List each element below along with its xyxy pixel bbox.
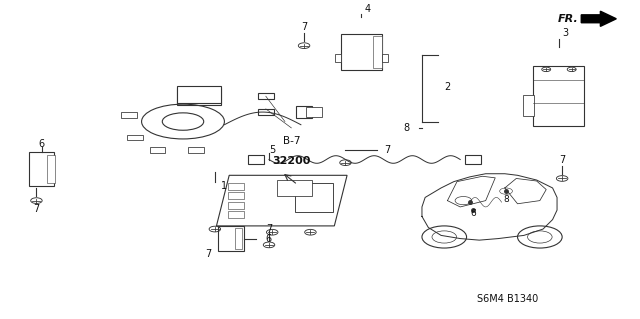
- Bar: [150, 147, 166, 153]
- Text: S6M4 B1340: S6M4 B1340: [477, 293, 539, 304]
- Text: 6: 6: [266, 234, 272, 243]
- Text: 8: 8: [503, 195, 509, 204]
- Polygon shape: [216, 175, 347, 226]
- Bar: [228, 211, 244, 218]
- Text: 4: 4: [365, 4, 371, 14]
- Bar: [188, 147, 204, 153]
- FancyArrow shape: [581, 11, 616, 26]
- Text: 8: 8: [403, 123, 409, 133]
- Text: 6: 6: [38, 139, 45, 149]
- Bar: [465, 155, 481, 164]
- Bar: [296, 106, 312, 118]
- Bar: [228, 202, 244, 209]
- Bar: [228, 192, 244, 199]
- Bar: [277, 180, 312, 196]
- Bar: [248, 155, 264, 164]
- Text: 7: 7: [266, 224, 272, 234]
- Bar: [258, 93, 274, 100]
- Bar: [121, 112, 137, 118]
- Bar: [306, 107, 321, 117]
- Text: 2: 2: [444, 82, 451, 92]
- Text: FR.: FR.: [557, 14, 578, 24]
- Bar: [534, 66, 584, 126]
- Bar: [29, 152, 54, 186]
- Bar: [218, 226, 244, 251]
- Text: 7: 7: [205, 249, 212, 259]
- Text: 7: 7: [301, 22, 307, 32]
- Bar: [372, 36, 382, 68]
- Bar: [523, 95, 534, 116]
- Bar: [236, 228, 242, 249]
- Text: 1: 1: [221, 182, 227, 191]
- Text: 7: 7: [384, 145, 390, 155]
- Text: 3: 3: [563, 28, 568, 38]
- Bar: [177, 87, 221, 105]
- Text: 7: 7: [33, 204, 40, 213]
- Bar: [382, 54, 388, 62]
- Text: 6: 6: [470, 209, 476, 218]
- Text: 32200: 32200: [272, 156, 310, 166]
- Bar: [127, 135, 143, 140]
- Text: 5: 5: [269, 145, 275, 155]
- Bar: [228, 183, 244, 190]
- Bar: [258, 109, 274, 115]
- Bar: [177, 86, 221, 103]
- Text: 7: 7: [559, 154, 565, 165]
- Bar: [294, 183, 333, 212]
- Bar: [335, 54, 341, 62]
- Text: B-7: B-7: [283, 136, 300, 145]
- Bar: [47, 155, 55, 183]
- Bar: [340, 34, 382, 70]
